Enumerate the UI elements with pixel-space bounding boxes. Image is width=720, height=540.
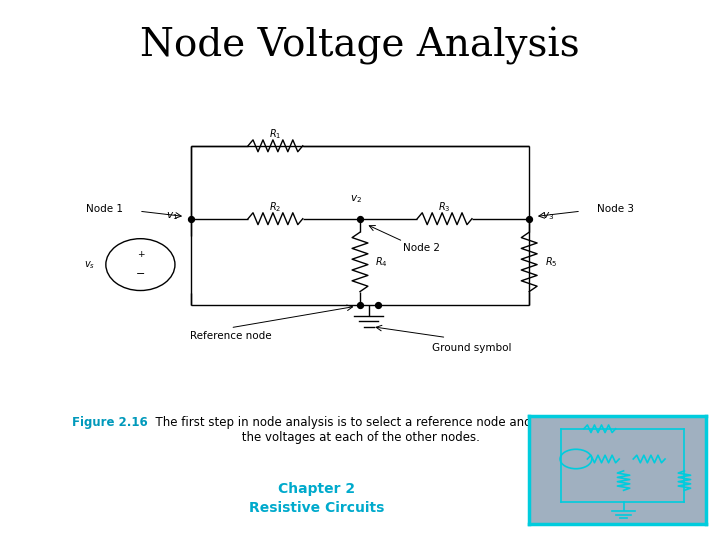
Text: Node 1: Node 1 [86, 204, 123, 214]
Point [523, 214, 535, 223]
Text: Node 2: Node 2 [402, 244, 440, 253]
Text: Reference node: Reference node [189, 331, 271, 341]
Text: Node 3: Node 3 [597, 204, 634, 214]
Text: The first step in node analysis is to select a reference node and label
        : The first step in node analysis is to se… [148, 416, 564, 444]
Text: $R_1$: $R_1$ [269, 127, 282, 141]
Text: $v_s$: $v_s$ [84, 259, 95, 271]
Text: Figure 2.16: Figure 2.16 [72, 416, 148, 429]
Text: $R_4$: $R_4$ [375, 255, 388, 269]
Text: $v_1$: $v_1$ [166, 210, 178, 222]
Text: Node Voltage Analysis: Node Voltage Analysis [140, 27, 580, 65]
Text: −: − [135, 269, 145, 279]
Text: +: + [137, 250, 144, 259]
Text: Chapter 2: Chapter 2 [278, 482, 356, 496]
Point [372, 301, 384, 309]
Text: Resistive Circuits: Resistive Circuits [249, 501, 384, 515]
Text: $R_5$: $R_5$ [544, 255, 557, 269]
Point [185, 214, 197, 223]
Text: $v_2$: $v_2$ [351, 193, 362, 205]
Text: $R_2$: $R_2$ [269, 200, 282, 214]
Point [354, 214, 366, 223]
Text: Ground symbol: Ground symbol [432, 343, 511, 353]
Point [354, 301, 366, 309]
Text: $R_3$: $R_3$ [438, 200, 451, 214]
Text: $v_3$: $v_3$ [542, 210, 554, 222]
